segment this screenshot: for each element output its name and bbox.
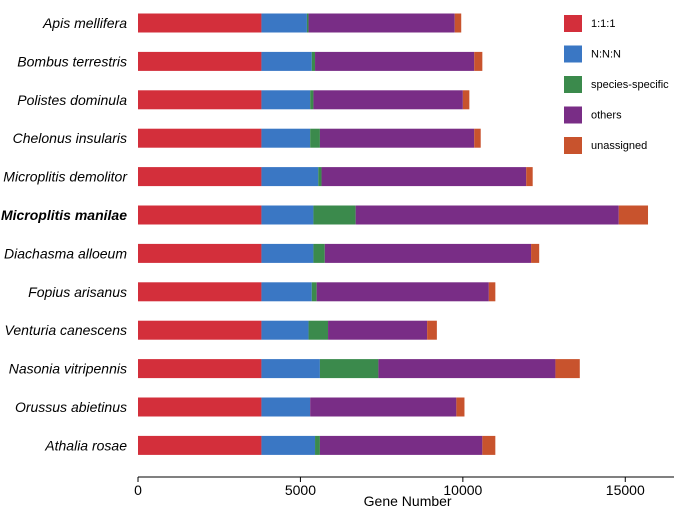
bar-segment-others-4	[321, 167, 527, 187]
bar-segment-n-n-n-4	[261, 167, 319, 187]
bar-segment-n-n-n-0	[261, 13, 307, 33]
legend-swatch	[564, 15, 582, 32]
legend-label: others	[591, 110, 622, 122]
legend-label: N:N:N	[591, 49, 621, 61]
bar-segment-n-n-n-3	[261, 128, 311, 148]
bar-segment-unassigned-7	[488, 282, 496, 302]
bar-segment-unassigned-10	[456, 397, 465, 417]
legend-swatch	[564, 137, 582, 154]
bar-segment-species-specific-6	[313, 243, 325, 263]
bar-segment-species-specific-7	[311, 282, 317, 302]
bar-segment-unassigned-0	[454, 13, 462, 33]
category-label: Microplitis demolitor	[3, 169, 128, 185]
bar-segment-species-specific-4	[318, 167, 322, 187]
bar-segment-others-8	[328, 320, 428, 340]
bar-segment-unassigned-2	[462, 90, 470, 110]
bar-segment-unassigned-1	[474, 51, 483, 71]
category-label: Orussus abietinus	[15, 399, 127, 415]
legend-swatch	[564, 45, 582, 63]
bar-segment-n-n-n-9	[261, 359, 320, 379]
bars-group	[138, 13, 649, 455]
bar-segment-species-specific-8	[308, 320, 329, 340]
legend-label: unassigned	[591, 140, 647, 152]
bar-segment-others-11	[319, 435, 483, 455]
bar-segment-1-1-1-5	[138, 205, 262, 225]
x-tick-label: 5000	[285, 482, 316, 498]
bar-segment-n-n-n-7	[261, 282, 312, 302]
category-label: Polistes dominula	[17, 92, 127, 108]
bar-segment-species-specific-9	[319, 359, 379, 379]
bar-segment-others-2	[313, 90, 463, 110]
bar-segment-1-1-1-4	[138, 167, 262, 187]
x-tick-label: 0	[134, 482, 142, 498]
bar-segment-n-n-n-2	[261, 90, 311, 110]
bar-segment-unassigned-6	[531, 243, 540, 263]
x-axis-ticks: 0 5000 10000 15000	[134, 477, 645, 498]
bar-segment-1-1-1-9	[138, 359, 262, 379]
category-label: Apis mellifera	[42, 15, 127, 31]
bar-segment-1-1-1-0	[138, 13, 262, 33]
category-label: Bombus terrestris	[17, 53, 127, 69]
category-label: Diachasma alloeum	[4, 245, 127, 261]
bar-segment-species-specific-2	[310, 90, 314, 110]
bar-segment-1-1-1-1	[138, 51, 262, 71]
category-label: Microplitis manilae	[1, 207, 127, 223]
bar-segment-others-0	[308, 13, 455, 33]
bar-segment-species-specific-5	[313, 205, 356, 225]
bar-segment-1-1-1-8	[138, 320, 262, 340]
category-label: Chelonus insularis	[13, 130, 127, 146]
x-tick-label: 15000	[606, 482, 645, 498]
bar-segment-unassigned-5	[618, 205, 649, 225]
bar-segment-n-n-n-5	[261, 205, 314, 225]
bar-segment-unassigned-9	[555, 359, 580, 379]
category-label: Fopius arisanus	[28, 284, 127, 300]
category-label: Athalia rosae	[44, 437, 127, 453]
bar-segment-others-10	[310, 397, 457, 417]
bar-segment-species-specific-0	[306, 13, 309, 33]
bar-segment-1-1-1-6	[138, 243, 262, 263]
x-tick-label: 10000	[443, 482, 482, 498]
category-labels: Apis mellifera Bombus terrestris Polistes …	[1, 15, 128, 453]
legend-label: species-specific	[591, 79, 669, 91]
x-axis-title: Gene Number	[364, 493, 452, 509]
bar-segment-unassigned-11	[482, 435, 496, 455]
bar-segment-species-specific-1	[311, 51, 316, 71]
bar-segment-n-n-n-6	[261, 243, 314, 263]
bar-segment-others-3	[319, 128, 475, 148]
bar-segment-1-1-1-2	[138, 90, 262, 110]
legend: 1:1:1 N:N:N species-specific others unassign…	[564, 15, 669, 154]
bar-segment-n-n-n-8	[261, 320, 309, 340]
legend-swatch	[564, 106, 582, 124]
bar-segment-n-n-n-11	[261, 435, 316, 455]
bar-segment-species-specific-3	[310, 128, 320, 148]
bar-segment-others-7	[316, 282, 489, 302]
bar-segment-1-1-1-3	[138, 128, 262, 148]
bar-segment-unassigned-3	[474, 128, 481, 148]
bar-segment-1-1-1-10	[138, 397, 262, 417]
bar-segment-1-1-1-7	[138, 282, 262, 302]
bar-segment-others-5	[355, 205, 619, 225]
category-label: Venturia canescens	[5, 322, 127, 338]
bar-segment-n-n-n-1	[261, 51, 312, 71]
bar-segment-species-specific-11	[315, 435, 320, 455]
bar-segment-n-n-n-10	[261, 397, 311, 417]
bar-segment-unassigned-4	[526, 167, 533, 187]
bar-segment-others-9	[378, 359, 556, 379]
bar-segment-1-1-1-11	[138, 435, 262, 455]
legend-label: 1:1:1	[591, 18, 615, 30]
bar-segment-unassigned-8	[427, 320, 437, 340]
legend-swatch	[564, 76, 582, 93]
bar-segment-others-1	[315, 51, 475, 71]
category-label: Nasonia vitripennis	[9, 361, 127, 377]
bar-segment-others-6	[324, 243, 532, 263]
